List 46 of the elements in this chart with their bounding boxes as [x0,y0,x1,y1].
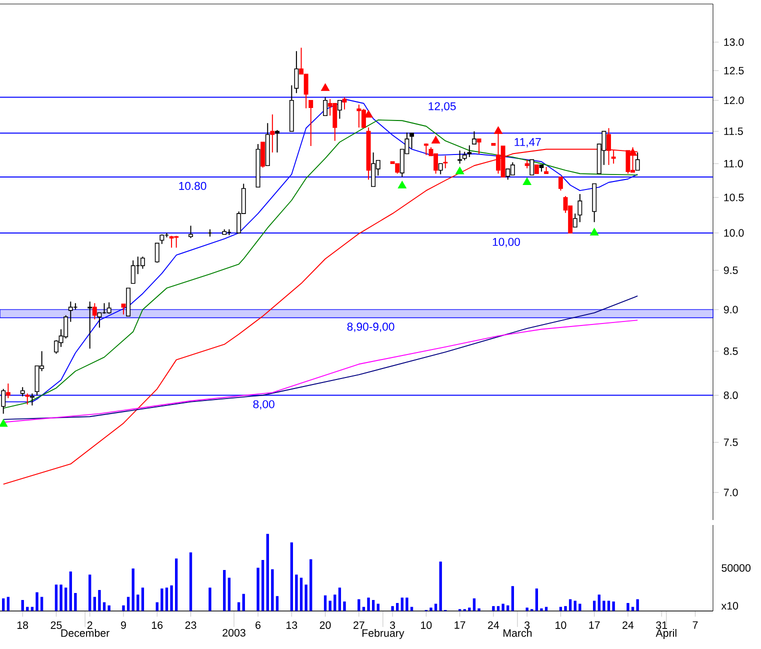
text: x10 [721,602,738,610]
ref-line-label: 11,47 [514,138,541,148]
band-label: 8,90-9,00 [347,322,394,332]
x2-tick-label: April [656,629,676,639]
y-tick-label: 11.5 [724,128,743,136]
y-tick-label: 8.0 [724,391,738,400]
x-tick-label: 16 [152,621,163,629]
x-tick-label: 24 [488,621,500,629]
ref-line-label: 10,00 [492,238,520,248]
y-tick-label: 9.0 [724,306,738,314]
x-tick-label: 3 [390,621,396,629]
x-tick-label: 31 [656,621,668,629]
y-tick-label: 7.0 [724,488,738,496]
y-tick-label: 9.5 [724,266,738,274]
x2-tick-label: March [504,629,532,637]
x-tick-label: 20 [320,621,331,629]
x-tick-label: 27 [354,621,364,629]
x2-tick-label: 2003 [222,629,246,637]
x-tick-label: 10 [556,621,566,629]
x-tick-label: 6 [256,621,260,629]
x-tick-label: 7 [692,621,698,629]
y-tick-label: 10.0 [724,229,744,237]
ref-line-label: 8,00 [253,400,274,410]
x-tick-label: 9 [121,621,126,629]
x-tick-label: 3 [524,621,530,629]
y-tick-label: 10.5 [724,194,744,202]
x-tick-label: 2 [87,621,92,629]
ref-line-label: 10.80 [179,182,206,190]
x-tick-label: 10 [421,621,432,629]
y-tick-label: 8.5 [724,347,738,355]
x-tick-label: 17 [589,621,600,629]
y-tick-label: 12.0 [724,96,744,104]
y-tick-label: 11.0 [724,160,743,168]
ref-line-label: 12,05 [428,102,456,112]
x2-tick-label: February [362,629,404,639]
text: 50000 [722,564,751,572]
x-tick-label: 25 [50,621,62,629]
x-tick-label: 13 [286,621,298,629]
x-tick-label: 23 [185,621,196,629]
x2-tick-label: December [61,629,110,637]
x-tick-label: 18 [17,621,28,629]
x-tick-label: 17 [454,621,466,629]
y-tick-label: 12.5 [724,66,744,74]
y-tick-label: 7.5 [724,438,738,446]
y-tick-label: 13.0 [724,38,744,46]
x-tick-label: 24 [622,621,634,629]
